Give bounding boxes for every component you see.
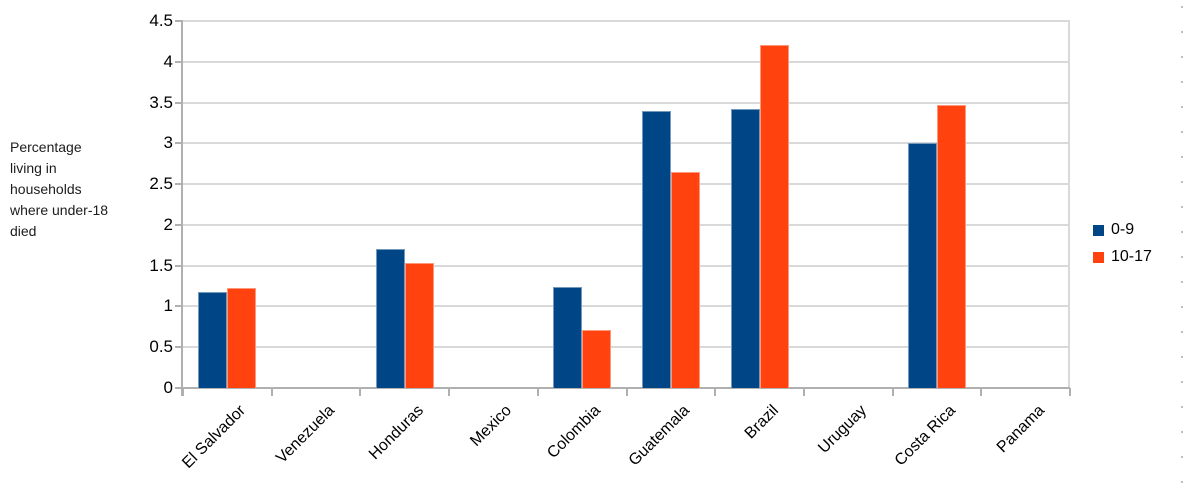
x-tick <box>802 388 805 396</box>
y-tick-label: 2 <box>163 214 173 234</box>
x-axis-label: Uruguay <box>815 402 871 457</box>
gridline <box>183 60 1070 63</box>
y-tick-label: 4.5 <box>149 11 173 30</box>
x-tick <box>182 388 184 396</box>
y-tick <box>175 20 183 22</box>
bar-10-17[interactable] <box>227 288 257 388</box>
y-tick <box>175 264 183 267</box>
y-axis-title: Percentage living in households where un… <box>10 139 109 239</box>
x-tick <box>359 388 362 396</box>
x-axis-label: Mexico <box>467 402 516 450</box>
y-tick-label: 0.5 <box>149 337 173 357</box>
x-tick <box>891 388 894 396</box>
y-tick <box>175 142 183 145</box>
x-tick <box>270 388 273 396</box>
bar-10-17[interactable] <box>670 172 700 388</box>
y-tick-label: 1.5 <box>149 255 173 275</box>
x-tick <box>536 388 539 396</box>
right-edge-dotted-border <box>1181 6 1183 496</box>
y-tick-label: 3.5 <box>149 92 173 112</box>
x-tick <box>714 388 717 396</box>
y-tick-label: 0 <box>163 378 173 397</box>
x-axis-label: Brazil <box>741 402 782 443</box>
gridline <box>183 264 1070 267</box>
gridline <box>183 101 1070 104</box>
bar-0-9[interactable] <box>198 292 228 388</box>
y-tick-label: 4 <box>163 51 173 71</box>
y-tick-label: 2.5 <box>149 174 173 194</box>
legend-swatch-icon <box>1093 224 1104 236</box>
gridline <box>183 346 1070 349</box>
bar-10-17[interactable] <box>936 105 966 388</box>
gridline <box>183 183 1070 186</box>
y-axis-line <box>181 21 183 396</box>
x-axis-label: Colombia <box>544 402 605 462</box>
x-axis-label: Venezuela <box>273 402 339 467</box>
x-tick <box>625 388 628 396</box>
plot-right-border <box>1068 21 1070 388</box>
bar-0-9[interactable] <box>730 109 760 388</box>
y-tick <box>175 223 183 226</box>
x-tick <box>1069 388 1071 396</box>
gridline <box>183 223 1070 226</box>
y-tick <box>175 183 183 186</box>
gridline <box>183 305 1070 308</box>
y-tick-label: 3 <box>163 133 173 153</box>
bar-10-17[interactable] <box>404 263 434 388</box>
y-tick-label: 1 <box>163 296 173 316</box>
x-axis-line <box>175 387 1070 389</box>
bar-0-9[interactable] <box>907 143 937 388</box>
legend-item-10-17[interactable]: 10-17 <box>1093 248 1152 266</box>
x-axis-label: Costa Rica <box>891 402 959 470</box>
legend-label: 10-17 <box>1111 248 1152 265</box>
y-tick <box>175 101 183 104</box>
x-axis-label: Honduras <box>365 402 427 464</box>
bar-0-9[interactable] <box>641 111 671 388</box>
gridline <box>183 142 1070 145</box>
legend-item-0-9[interactable]: 0-9 <box>1093 221 1152 239</box>
gridline <box>183 20 1070 22</box>
legend-swatch-icon <box>1093 251 1104 263</box>
bar-10-17[interactable] <box>759 45 789 388</box>
x-tick <box>980 388 983 396</box>
legend: 0-9 10-17 <box>1093 221 1152 275</box>
x-axis-label: El Salvador <box>179 402 250 472</box>
x-axis-label: Guatemala <box>625 402 693 470</box>
bar-0-9[interactable] <box>375 249 405 388</box>
y-tick <box>175 305 183 308</box>
legend-label: 0-9 <box>1111 221 1135 238</box>
x-axis-label: Panama <box>993 402 1048 457</box>
bar-10-17[interactable] <box>582 330 612 388</box>
y-tick <box>175 60 183 63</box>
y-tick <box>175 346 183 349</box>
bar-0-9[interactable] <box>553 287 583 388</box>
x-tick <box>448 388 451 396</box>
